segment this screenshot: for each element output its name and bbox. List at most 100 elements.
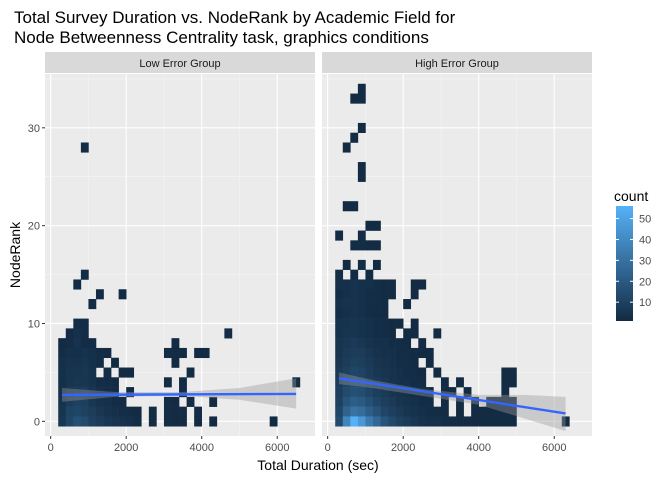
heatmap-cell bbox=[395, 367, 404, 378]
heatmap-cell bbox=[342, 289, 351, 300]
heatmap-cell bbox=[501, 377, 510, 388]
heatmap-cell bbox=[365, 299, 374, 310]
heatmap-cell bbox=[403, 338, 412, 349]
heatmap-cell bbox=[508, 367, 517, 378]
heatmap-cell bbox=[58, 406, 67, 417]
heatmap-cell bbox=[111, 357, 119, 368]
heatmap-cell bbox=[80, 347, 89, 359]
heatmap-cell bbox=[103, 387, 112, 398]
heatmap-cell bbox=[350, 289, 359, 300]
heatmap-cell bbox=[478, 416, 487, 427]
heatmap-cell bbox=[126, 367, 135, 378]
heatmap-cell bbox=[350, 279, 359, 290]
heatmap-cell bbox=[80, 338, 89, 349]
heatmap-cell bbox=[171, 406, 180, 417]
heatmap-cell bbox=[395, 347, 404, 359]
heatmap-cell bbox=[118, 416, 127, 427]
heatmap-cell bbox=[418, 338, 427, 349]
heatmap-cell bbox=[456, 416, 464, 427]
heatmap-cell bbox=[357, 93, 366, 104]
heatmap-cell bbox=[365, 308, 374, 319]
heatmap-cell bbox=[103, 347, 112, 359]
heatmap-cell bbox=[357, 83, 366, 94]
legend: count 10 20 30 40 50 bbox=[614, 188, 651, 321]
heatmap-cell bbox=[342, 318, 351, 329]
heatmap-cell bbox=[80, 406, 89, 417]
heatmap-cell bbox=[350, 338, 359, 349]
heatmap-cell bbox=[350, 416, 359, 427]
heatmap-cell bbox=[342, 406, 351, 417]
heatmap-cell bbox=[388, 396, 396, 407]
heatmap-cell bbox=[163, 406, 172, 417]
heatmap-cell bbox=[357, 122, 366, 134]
heatmap-cell bbox=[103, 367, 112, 378]
x-tick-label: 6000 bbox=[265, 442, 289, 454]
heatmap-cell bbox=[357, 357, 366, 368]
heatmap-cell bbox=[80, 357, 89, 368]
heatmap-cell bbox=[418, 279, 427, 290]
heatmap-cell bbox=[65, 416, 74, 427]
heatmap-cell bbox=[179, 416, 187, 427]
heatmap-cell bbox=[118, 289, 127, 300]
heatmap-cell bbox=[471, 416, 480, 427]
heatmap-cell bbox=[357, 308, 366, 319]
heatmap-cell bbox=[163, 416, 172, 427]
heatmap-cell bbox=[440, 406, 449, 417]
heatmap-cell bbox=[418, 367, 427, 378]
heatmap-cell bbox=[425, 357, 434, 368]
legend-tick-label: 50 bbox=[639, 214, 651, 226]
heatmap-cell bbox=[58, 347, 67, 359]
y-tick-label: 10 bbox=[28, 318, 40, 330]
heatmap-cell bbox=[73, 396, 82, 407]
heatmap-cell bbox=[335, 269, 344, 280]
heatmap-cell bbox=[448, 387, 457, 398]
heatmap-cell bbox=[380, 367, 389, 378]
heatmap-cell bbox=[350, 308, 359, 319]
heatmap-cell bbox=[410, 367, 419, 378]
heatmap-cell bbox=[335, 347, 344, 359]
heatmap-cell bbox=[425, 396, 434, 407]
heatmap-cell bbox=[335, 367, 344, 378]
y-axis: 0 10 20 30 bbox=[28, 123, 45, 428]
heatmap-cell bbox=[88, 387, 97, 398]
heatmap-cell bbox=[493, 416, 502, 427]
heatmap-cell bbox=[342, 367, 351, 378]
heatmap-cell bbox=[65, 357, 74, 368]
x-tick-label: 2000 bbox=[114, 442, 138, 454]
heatmap-cell bbox=[388, 318, 396, 329]
heatmap-cell bbox=[357, 367, 366, 378]
heatmap-cell bbox=[403, 406, 412, 417]
heatmap-cell bbox=[395, 387, 404, 398]
trend-high bbox=[338, 372, 566, 432]
heatmap-cell bbox=[501, 416, 510, 427]
heatmap-cell bbox=[433, 328, 442, 339]
heatmap-cell bbox=[357, 279, 366, 290]
heatmap-cell bbox=[118, 367, 127, 378]
heatmap-cell bbox=[111, 377, 119, 388]
heatmap-cell bbox=[335, 289, 344, 300]
heatmap-cell bbox=[179, 347, 187, 359]
y-axis-label: NodeRank bbox=[7, 221, 23, 288]
heatmap-cell bbox=[357, 299, 366, 310]
heatmap-cell bbox=[380, 396, 389, 407]
trend-line bbox=[338, 377, 566, 415]
heatmap-cell bbox=[357, 259, 366, 270]
heatmap-cell bbox=[111, 406, 119, 417]
heatmap-cell bbox=[163, 377, 172, 388]
facet-strip-label-low: Low Error Group bbox=[139, 58, 220, 70]
heatmap-cell bbox=[88, 396, 97, 407]
heatmap-cell bbox=[410, 347, 419, 359]
facet-low-error-group: Low Error Group bbox=[45, 52, 315, 436]
heatmap-cell bbox=[88, 357, 97, 368]
heatmap-cell bbox=[335, 299, 344, 310]
heatmap-cell bbox=[395, 406, 404, 417]
heatmap-cell bbox=[471, 406, 480, 417]
heatmap-cell bbox=[335, 230, 344, 241]
legend-tick-label: 40 bbox=[639, 234, 651, 246]
heatmap-cell bbox=[58, 338, 67, 349]
heatmap-cell bbox=[194, 416, 203, 427]
heatmap-cell bbox=[410, 357, 419, 368]
heatmap-cell bbox=[171, 416, 180, 427]
heatmap-cell bbox=[209, 396, 218, 407]
